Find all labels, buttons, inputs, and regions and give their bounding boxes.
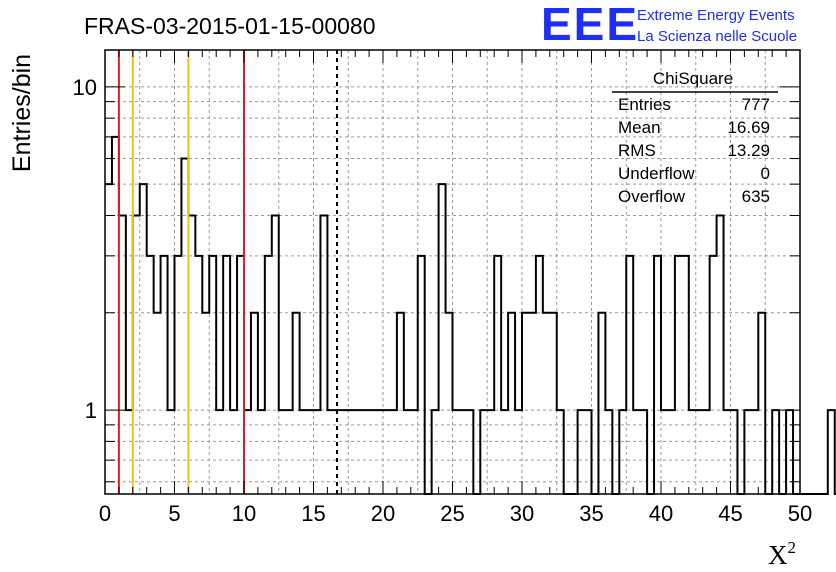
stats-value: 13.29	[727, 141, 770, 160]
x-tick-label: 35	[579, 501, 603, 526]
axis-ticks: 0 5 10 15 20 25 30 35 40 45 50 1 10	[73, 50, 812, 526]
x-tick-label: 5	[168, 501, 180, 526]
histogram-bars	[105, 135, 836, 495]
stats-value: 777	[742, 95, 770, 114]
stats-label: Entries	[618, 95, 671, 114]
x-axis-label-sup: 2	[788, 538, 797, 557]
chart-title: FRAS-03-2015-01-15-00080	[84, 13, 376, 39]
stats-label: RMS	[618, 141, 656, 160]
x-tick-label: 15	[301, 501, 325, 526]
stats-box: ChiSquare Entries 777 Mean 16.69 RMS 13.29 Und…	[612, 69, 778, 206]
stats-value: 16.69	[727, 118, 770, 137]
stats-label: Underflow	[618, 164, 695, 183]
x-tick-label: 0	[99, 501, 111, 526]
stats-value: 0	[761, 164, 770, 183]
reference-lines	[117, 50, 338, 494]
x-tick-label: 25	[440, 501, 464, 526]
x-axis-label-main: X	[768, 540, 788, 570]
stats-label: Mean	[618, 118, 661, 137]
x-tick-label: 50	[788, 501, 812, 526]
y-tick-label: 1	[85, 398, 97, 423]
logo-line-2: La Scienza nelle Scuole	[637, 28, 797, 45]
eee-logo: EEE	[541, 0, 639, 50]
x-axis-label: X2	[768, 538, 796, 570]
x-tick-label: 45	[718, 501, 742, 526]
x-tick-label: 40	[649, 501, 673, 526]
stats-label: Overflow	[618, 187, 686, 206]
histogram-outline	[105, 135, 836, 495]
x-tick-label: 30	[510, 501, 534, 526]
y-axis-label: Entries/bin	[8, 54, 36, 172]
x-tick-label: 20	[371, 501, 395, 526]
stats-title: ChiSquare	[653, 69, 733, 88]
y-tick-label: 10	[73, 75, 97, 100]
stats-value: 635	[742, 187, 770, 206]
logo-line-1: Extreme Energy Events	[637, 7, 795, 24]
x-tick-label: 10	[232, 501, 256, 526]
